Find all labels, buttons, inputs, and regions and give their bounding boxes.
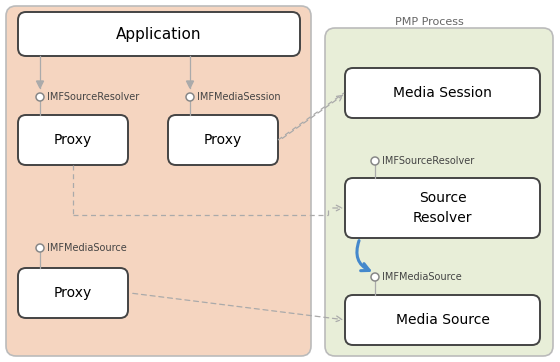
Circle shape: [36, 244, 44, 252]
FancyBboxPatch shape: [18, 268, 128, 318]
Polygon shape: [186, 81, 194, 88]
Circle shape: [371, 157, 379, 165]
Text: IMFSourceResolver: IMFSourceResolver: [382, 156, 474, 166]
Circle shape: [186, 93, 194, 101]
Text: Proxy: Proxy: [54, 286, 92, 300]
Text: Application: Application: [116, 26, 202, 42]
Text: IMFSourceResolver: IMFSourceResolver: [47, 92, 139, 102]
FancyBboxPatch shape: [345, 178, 540, 238]
FancyBboxPatch shape: [345, 68, 540, 118]
Text: IMFMediaSource: IMFMediaSource: [382, 272, 462, 282]
FancyBboxPatch shape: [18, 12, 300, 56]
Circle shape: [36, 93, 44, 101]
Text: Source
Resolver: Source Resolver: [413, 191, 472, 225]
FancyBboxPatch shape: [6, 6, 311, 356]
FancyBboxPatch shape: [325, 28, 553, 356]
Text: Proxy: Proxy: [54, 133, 92, 147]
FancyBboxPatch shape: [168, 115, 278, 165]
FancyBboxPatch shape: [345, 295, 540, 345]
Text: Media Source: Media Source: [395, 313, 489, 327]
FancyBboxPatch shape: [18, 115, 128, 165]
Text: Proxy: Proxy: [204, 133, 242, 147]
Circle shape: [371, 273, 379, 281]
Text: PMP Process: PMP Process: [395, 17, 463, 27]
Polygon shape: [36, 81, 44, 88]
Text: IMFMediaSource: IMFMediaSource: [47, 243, 127, 253]
Text: Media Session: Media Session: [393, 86, 492, 100]
Text: IMFMediaSession: IMFMediaSession: [197, 92, 281, 102]
